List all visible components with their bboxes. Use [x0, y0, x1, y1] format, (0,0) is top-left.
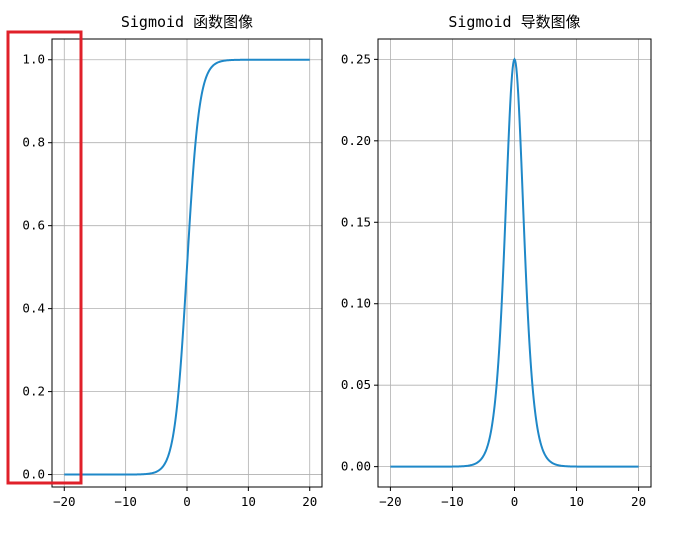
y-tick-label: 1.0	[22, 52, 45, 67]
y-tick-label: 0.0	[22, 467, 45, 482]
y-tick-label: 0.15	[341, 214, 371, 229]
sigmoid-derivative-chart: −20 −10 0 10 20 0.00 0.05 0.10 0.15 0.20 0.25 Sigmo…	[341, 13, 652, 509]
series-line	[64, 58, 310, 476]
x-tick-label: 10	[569, 494, 584, 509]
x-tick-label: −10	[441, 494, 464, 509]
y-tick-label: 0.2	[22, 384, 45, 399]
y-tick-label: 0.6	[22, 218, 45, 233]
x-tick-label: −20	[379, 494, 402, 509]
chart-title: Sigmoid 函数图像	[121, 13, 253, 31]
y-tick-label: 0.8	[22, 135, 45, 150]
y-tick-label: 0.20	[341, 133, 371, 148]
x-tick-label: −20	[53, 494, 76, 509]
chart-title: Sigmoid 导数图像	[448, 13, 580, 31]
x-tick-label: 20	[631, 494, 646, 509]
x-tick-label: −10	[114, 494, 137, 509]
y-tick-label: 0.25	[341, 51, 371, 66]
x-tick-label: 0	[183, 494, 191, 509]
y-tick-label: 0.00	[341, 459, 371, 474]
y-tick-label: 0.10	[341, 296, 371, 311]
x-tick-label: 20	[302, 494, 317, 509]
series-line	[390, 57, 639, 468]
y-axis-highlight-box	[6, 30, 83, 485]
y-tick-label: 0.05	[341, 377, 371, 392]
sigmoid-chart: −20 −10 0 10 20 0.0 0.2 0.4 0.6 0.8 1.0 Sigmoid 函数图…	[22, 13, 323, 509]
x-tick-label: 10	[241, 494, 256, 509]
y-tick-label: 0.4	[22, 301, 45, 316]
x-tick-label: 0	[511, 494, 519, 509]
